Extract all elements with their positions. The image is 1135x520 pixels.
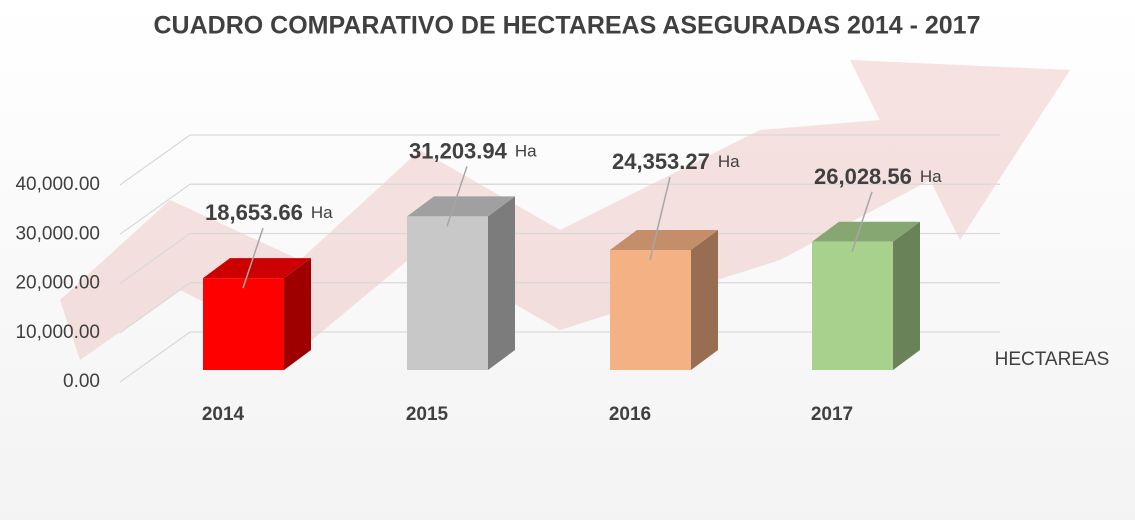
bar: [812, 242, 893, 370]
y-tick-label: 20,000.00: [15, 273, 100, 294]
data-label-value: 31,203.94: [409, 138, 508, 163]
data-label-value: 24,353.27: [612, 149, 710, 174]
chart-title: CUADRO COMPARATIVO DE HECTAREAS ASEGURAD…: [154, 12, 981, 40]
bar: [407, 216, 488, 370]
chart: CUADRO COMPARATIVO DE HECTAREAS ASEGURAD…: [0, 0, 1135, 520]
y-tick-label: 0.00: [63, 371, 100, 392]
bar-side: [893, 222, 920, 370]
data-label: 26,028.56 Ha: [814, 164, 942, 189]
data-label-unit: Ha: [311, 204, 333, 223]
bar-side: [488, 196, 515, 370]
bar: [610, 250, 691, 370]
data-label: 18,653.66 Ha: [205, 200, 333, 225]
data-label: 31,203.94 Ha: [409, 138, 537, 163]
y-tick-label: 10,000.00: [15, 322, 100, 343]
data-label: 24,353.27 Ha: [612, 149, 740, 174]
legend-label: HECTAREAS: [995, 349, 1110, 370]
y-tick-label: 40,000.00: [15, 174, 100, 195]
x-tick-label: 2016: [609, 404, 651, 425]
bar: [203, 278, 284, 370]
data-label-unit: Ha: [515, 142, 537, 161]
bar-side: [691, 230, 718, 370]
data-label-unit: Ha: [920, 167, 942, 186]
x-tick-label: 2017: [811, 404, 853, 425]
data-label-unit: Ha: [718, 153, 740, 172]
x-tick-label: 2015: [406, 404, 449, 425]
data-label-value: 26,028.56: [814, 164, 912, 189]
x-tick-label: 2014: [202, 404, 245, 425]
y-tick-label: 30,000.00: [15, 223, 100, 244]
data-label-value: 18,653.66: [205, 200, 303, 225]
